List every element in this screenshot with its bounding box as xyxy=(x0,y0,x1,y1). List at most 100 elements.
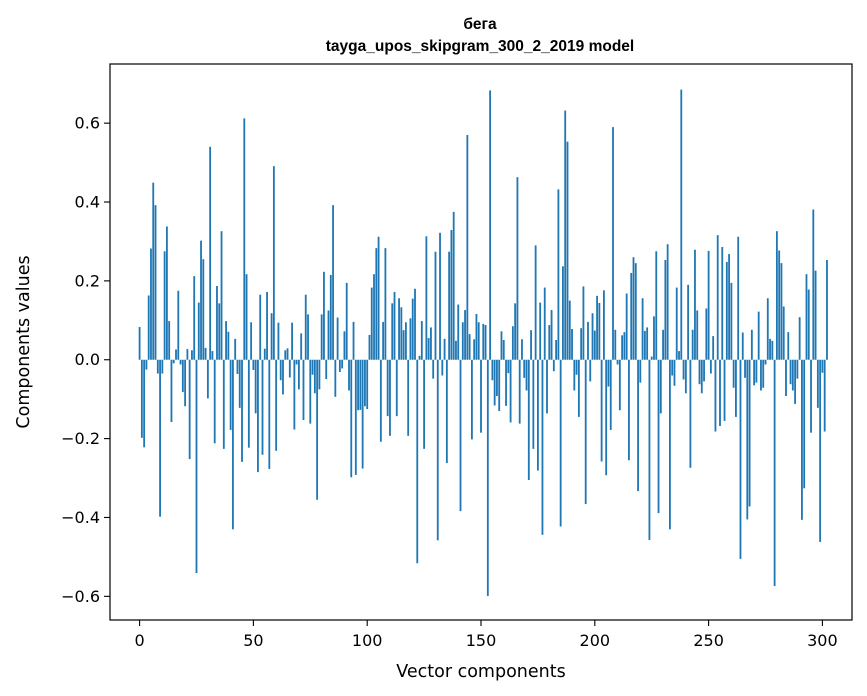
bar xyxy=(188,359,191,460)
bar xyxy=(632,257,635,360)
bar xyxy=(439,232,441,360)
bar xyxy=(737,236,740,360)
bar xyxy=(714,359,717,432)
bar xyxy=(707,250,710,360)
bar xyxy=(284,350,287,360)
bar xyxy=(288,359,291,378)
bar xyxy=(625,293,628,360)
bar xyxy=(805,274,808,360)
bar xyxy=(766,298,769,360)
bar xyxy=(730,282,733,360)
bar xyxy=(304,294,307,360)
bar xyxy=(368,334,371,360)
bar xyxy=(404,322,407,360)
bar xyxy=(172,359,175,364)
bar xyxy=(195,359,198,574)
bar xyxy=(648,359,651,540)
bar xyxy=(803,359,806,489)
bar xyxy=(566,141,569,360)
bar xyxy=(484,325,487,360)
bar xyxy=(816,359,819,408)
bar xyxy=(341,359,344,369)
x-axis-label: Vector components xyxy=(396,662,565,682)
bar xyxy=(200,240,202,360)
bar xyxy=(309,359,312,424)
bar xyxy=(354,359,357,475)
bar xyxy=(796,359,799,379)
bar xyxy=(614,329,617,360)
bar xyxy=(778,250,781,360)
x-tick-label: 150 xyxy=(466,631,497,650)
bar xyxy=(147,295,150,360)
bar xyxy=(416,359,419,564)
y-tick-label: 0.4 xyxy=(75,193,100,212)
x-tick-label: 100 xyxy=(352,631,383,650)
bar xyxy=(573,359,576,391)
bar xyxy=(159,359,161,517)
bar xyxy=(536,359,539,471)
bar xyxy=(414,288,416,360)
y-tick-label: −0.6 xyxy=(61,587,100,606)
bar xyxy=(241,359,243,462)
bar xyxy=(222,359,225,449)
bar xyxy=(229,359,232,430)
bar xyxy=(193,276,196,360)
bar xyxy=(807,289,810,360)
x-tick-label: 200 xyxy=(580,631,611,650)
bar xyxy=(373,274,375,360)
bar xyxy=(329,274,332,360)
y-tick-label: −0.2 xyxy=(61,429,100,448)
bar xyxy=(821,359,824,373)
y-tick-label: −0.4 xyxy=(61,508,100,527)
bar xyxy=(812,209,815,360)
bar xyxy=(302,359,305,421)
bar xyxy=(300,333,303,360)
bar xyxy=(186,349,189,360)
bar xyxy=(819,359,822,542)
bar xyxy=(307,314,309,360)
bar xyxy=(564,110,567,360)
bar xyxy=(247,359,250,448)
bar xyxy=(589,359,592,382)
bar xyxy=(568,300,571,360)
bar xyxy=(348,359,350,391)
bar xyxy=(377,236,380,360)
bar xyxy=(489,90,492,360)
bar xyxy=(475,314,478,360)
y-tick-label: 0.6 xyxy=(75,114,100,133)
bar xyxy=(320,314,323,360)
bar xyxy=(473,339,476,360)
bar xyxy=(152,182,155,360)
bar xyxy=(680,89,683,360)
chart-title: бега xyxy=(463,16,497,33)
bar xyxy=(552,359,555,372)
bar xyxy=(559,359,562,527)
bar xyxy=(165,226,168,360)
bar xyxy=(470,359,473,440)
bar xyxy=(705,308,708,360)
bar xyxy=(696,310,699,360)
bar xyxy=(227,331,230,360)
bar xyxy=(441,359,444,376)
bar xyxy=(338,359,341,372)
bar xyxy=(459,359,462,512)
bar xyxy=(361,359,364,469)
bar xyxy=(571,328,573,360)
bar xyxy=(209,146,212,360)
bar xyxy=(548,325,551,360)
bar xyxy=(359,359,362,410)
bar xyxy=(163,251,166,360)
bar xyxy=(700,359,703,394)
bar xyxy=(259,294,262,360)
bar xyxy=(532,359,535,449)
bar xyxy=(600,359,603,462)
bar xyxy=(775,231,778,360)
bar xyxy=(225,321,227,360)
bar xyxy=(402,330,405,360)
bar xyxy=(593,330,596,360)
bar xyxy=(263,348,266,360)
bar xyxy=(464,310,466,360)
bar xyxy=(646,327,649,360)
bar xyxy=(823,359,826,432)
